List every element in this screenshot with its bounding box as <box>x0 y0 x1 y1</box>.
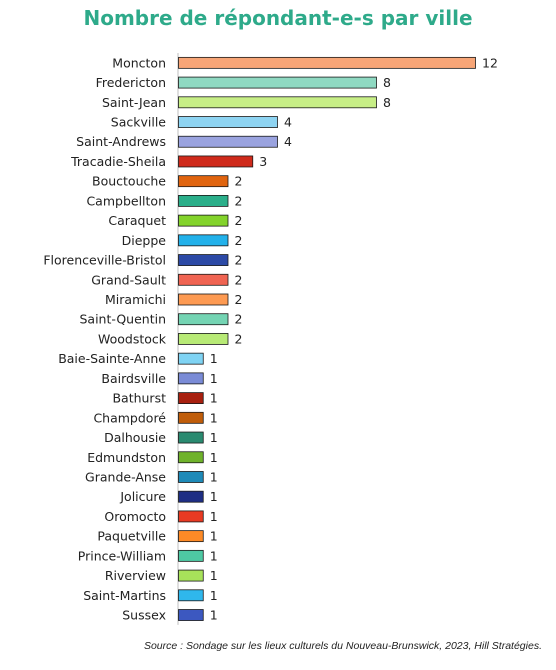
data-label: 2 <box>235 193 243 208</box>
data-label: 2 <box>235 292 243 307</box>
bar <box>178 273 229 286</box>
data-label: 12 <box>482 55 498 70</box>
bar <box>178 76 377 89</box>
data-label: 1 <box>210 489 218 504</box>
bar <box>178 530 204 543</box>
data-label: 1 <box>210 469 218 484</box>
data-label: 1 <box>210 391 218 406</box>
category-label: Saint-Andrews <box>76 134 166 149</box>
category-label: Dalhousie <box>104 430 166 445</box>
data-label: 4 <box>284 115 292 130</box>
bar <box>178 194 229 207</box>
category-label: Jolicure <box>119 489 166 504</box>
data-label: 1 <box>210 588 218 603</box>
data-label: 1 <box>210 371 218 386</box>
category-label: Sussex <box>122 608 166 623</box>
category-label: Riverview <box>105 568 166 583</box>
data-label: 1 <box>210 351 218 366</box>
category-label: Sackville <box>111 115 167 130</box>
bar <box>178 313 229 326</box>
bar <box>178 333 229 345</box>
bar <box>178 431 204 444</box>
bar <box>178 116 278 128</box>
category-label: Grand-Sault <box>91 272 166 287</box>
data-label: 1 <box>210 410 218 425</box>
data-label: 3 <box>259 154 267 169</box>
data-label: 1 <box>210 430 218 445</box>
bar <box>178 392 204 405</box>
data-label: 2 <box>235 331 243 346</box>
category-label: Bouctouche <box>92 174 166 189</box>
bar <box>178 175 229 188</box>
data-label: 2 <box>235 272 243 287</box>
category-label: Caraquet <box>108 213 166 228</box>
category-label: Champdoré <box>93 410 166 425</box>
category-label: Edmundston <box>87 450 166 465</box>
bar <box>178 549 204 562</box>
data-label: 1 <box>210 568 218 583</box>
category-label: Saint-Jean <box>102 95 166 110</box>
chart-title: Nombre de répondant-e-s par ville <box>83 6 473 30</box>
data-label: 8 <box>383 75 391 90</box>
category-label: Paquetville <box>97 529 166 544</box>
bar <box>178 254 229 266</box>
data-label: 4 <box>284 134 292 149</box>
data-label: 1 <box>210 548 218 563</box>
bar <box>178 56 476 69</box>
category-label: Oromocto <box>104 509 166 524</box>
data-label: 2 <box>235 213 243 228</box>
bar <box>178 471 204 483</box>
bar <box>178 569 204 582</box>
data-label: 1 <box>210 509 218 524</box>
category-label: Grande-Anse <box>85 469 166 484</box>
bar <box>178 609 204 621</box>
data-label: 2 <box>235 253 243 268</box>
data-label: 8 <box>383 95 391 110</box>
data-label: 2 <box>235 174 243 189</box>
bar <box>178 135 278 148</box>
category-label: Florenceville-Bristol <box>43 253 166 268</box>
bar <box>178 372 204 385</box>
bar <box>178 411 204 424</box>
category-label: Woodstock <box>98 331 167 346</box>
bar <box>178 234 229 247</box>
category-label: Moncton <box>112 55 166 70</box>
category-label: Bathurst <box>112 391 166 406</box>
category-label: Saint-Quentin <box>79 312 166 327</box>
category-label: Saint-Martins <box>83 588 166 603</box>
category-label: Campbellton <box>86 193 166 208</box>
data-label: 1 <box>210 450 218 465</box>
data-label: 2 <box>235 233 243 248</box>
category-label: Bairdsville <box>101 371 166 386</box>
bar <box>178 293 229 306</box>
bar <box>178 510 204 523</box>
bar <box>178 451 204 464</box>
bar <box>178 214 229 227</box>
bar <box>178 352 204 365</box>
bar <box>178 96 377 109</box>
category-label: Fredericton <box>96 75 166 90</box>
category-label: Dieppe <box>122 233 167 248</box>
data-label: 2 <box>235 312 243 327</box>
category-label: Tracadie-Sheila <box>70 154 166 169</box>
category-label: Baie-Sainte-Anne <box>58 351 166 366</box>
category-label: Miramichi <box>105 292 166 307</box>
bar <box>178 490 204 503</box>
data-label: 1 <box>210 529 218 544</box>
bar <box>178 155 254 168</box>
data-label: 1 <box>210 608 218 623</box>
category-label: Prince-William <box>78 548 166 563</box>
source-note: Source : Sondage sur les lieux culturels… <box>143 640 542 652</box>
bar <box>178 589 204 602</box>
